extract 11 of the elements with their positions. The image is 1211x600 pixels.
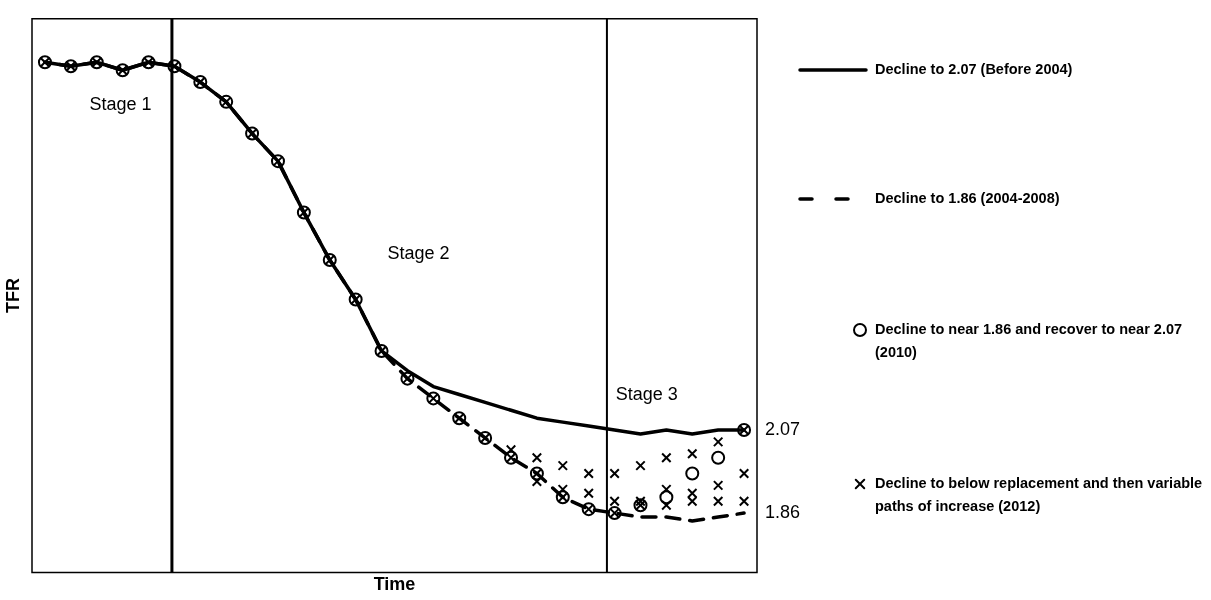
- annotation: Stage 1: [89, 93, 152, 114]
- legend-label: Decline to below replacement and then variable paths of increase (2012): [875, 475, 1203, 514]
- legend-label: Decline to 1.86 (2004-2008): [875, 190, 1060, 206]
- annotation: Stage 2: [387, 243, 450, 264]
- y-tick-label: 1.86: [765, 502, 801, 523]
- legend-label: Decline to near 1.86 and recover to near 2.07 (2010): [875, 321, 1183, 360]
- x-axis-title: Time: [373, 574, 416, 595]
- legend-label: Decline to 2.07 (Before 2004): [875, 61, 1073, 77]
- y-tick-label: 2.07: [765, 419, 801, 440]
- annotation: Stage 3: [615, 384, 678, 405]
- y-axis-title: TFR: [2, 278, 23, 314]
